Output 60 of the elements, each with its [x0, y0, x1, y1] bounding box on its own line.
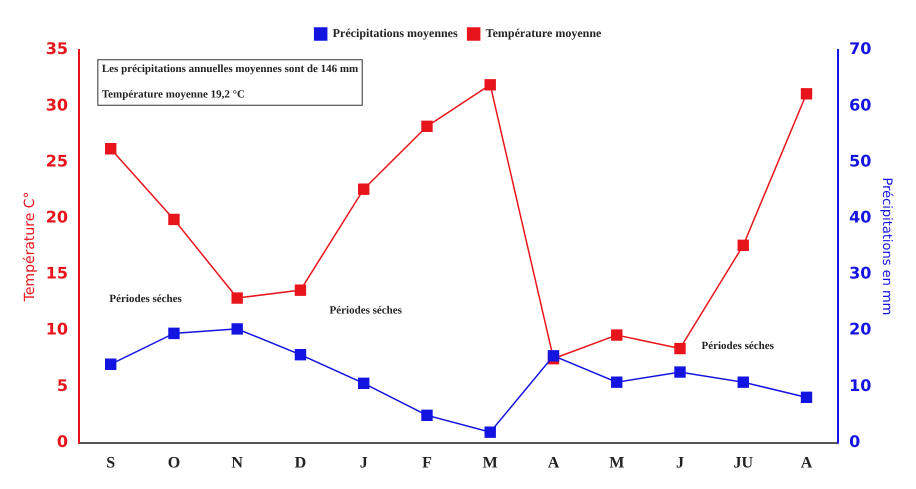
x-tick-label: O	[168, 454, 180, 472]
point	[104, 358, 116, 370]
annotation: Périodes séches	[109, 292, 183, 305]
point	[800, 392, 812, 404]
point	[738, 376, 749, 388]
point	[484, 79, 496, 90]
y2-tick-label: 60	[849, 95, 872, 114]
point	[232, 292, 243, 304]
point	[358, 183, 370, 195]
x-tick-label: JU	[733, 454, 754, 472]
x-tick-label: S	[106, 454, 116, 472]
point	[674, 366, 686, 378]
point	[611, 329, 622, 341]
point	[484, 426, 496, 438]
y2-tick-label: 40	[849, 208, 872, 226]
point	[421, 410, 433, 422]
annotation: Périodes séches	[702, 340, 775, 352]
y2-tick-label: 50	[849, 151, 872, 170]
y-tick-label: 25	[46, 151, 68, 170]
y-tick-label: 15	[46, 264, 68, 283]
y-axis-title: Température C°	[22, 191, 38, 302]
x-tick-label: F	[422, 454, 432, 472]
annotation: Température moyenne 19,2 °C	[102, 88, 245, 101]
y-tick-label: 20	[46, 208, 68, 226]
annotation: Les précipitations annuelles moyennes sont de 146 mm	[102, 63, 358, 76]
x-tick-label: D	[294, 454, 306, 472]
x-tick-label: N	[231, 454, 244, 472]
point	[548, 350, 560, 362]
point	[738, 240, 749, 251]
x-tick-label: M	[609, 454, 624, 472]
x-tick-label: J	[676, 454, 684, 472]
point	[168, 328, 180, 340]
y-tick-label: 5	[56, 376, 68, 395]
point	[232, 323, 243, 335]
x-tick-label: M	[482, 454, 498, 472]
y-tick-label: 30	[46, 95, 68, 114]
point	[611, 376, 622, 388]
point	[168, 214, 180, 226]
y-tick-label: 0	[56, 432, 68, 451]
y2-tick-label: 20	[849, 320, 872, 339]
point	[421, 120, 433, 132]
x-tick-label: A	[548, 454, 560, 472]
x-tick-label: J	[360, 454, 368, 472]
y2-tick-label: 30	[849, 264, 872, 283]
legend-label: Température moyenne	[486, 26, 602, 40]
point	[294, 349, 306, 360]
y2-tick-label: 0	[849, 432, 860, 451]
point	[104, 143, 116, 154]
legend-label: Précipitations moyennes	[332, 26, 458, 40]
y2-tick-label: 10	[849, 376, 872, 395]
y-tick-label: 10	[46, 320, 68, 339]
y2-tick-label: 70	[849, 39, 872, 58]
point	[294, 284, 306, 296]
point	[674, 342, 686, 354]
point	[800, 88, 812, 100]
y2-axis-title: Précipitations en mm	[878, 177, 894, 316]
point	[358, 378, 370, 390]
y-tick-label: 35	[46, 39, 68, 58]
x-tick-label: A	[800, 454, 813, 472]
annotation: Périodes séches	[330, 304, 403, 317]
